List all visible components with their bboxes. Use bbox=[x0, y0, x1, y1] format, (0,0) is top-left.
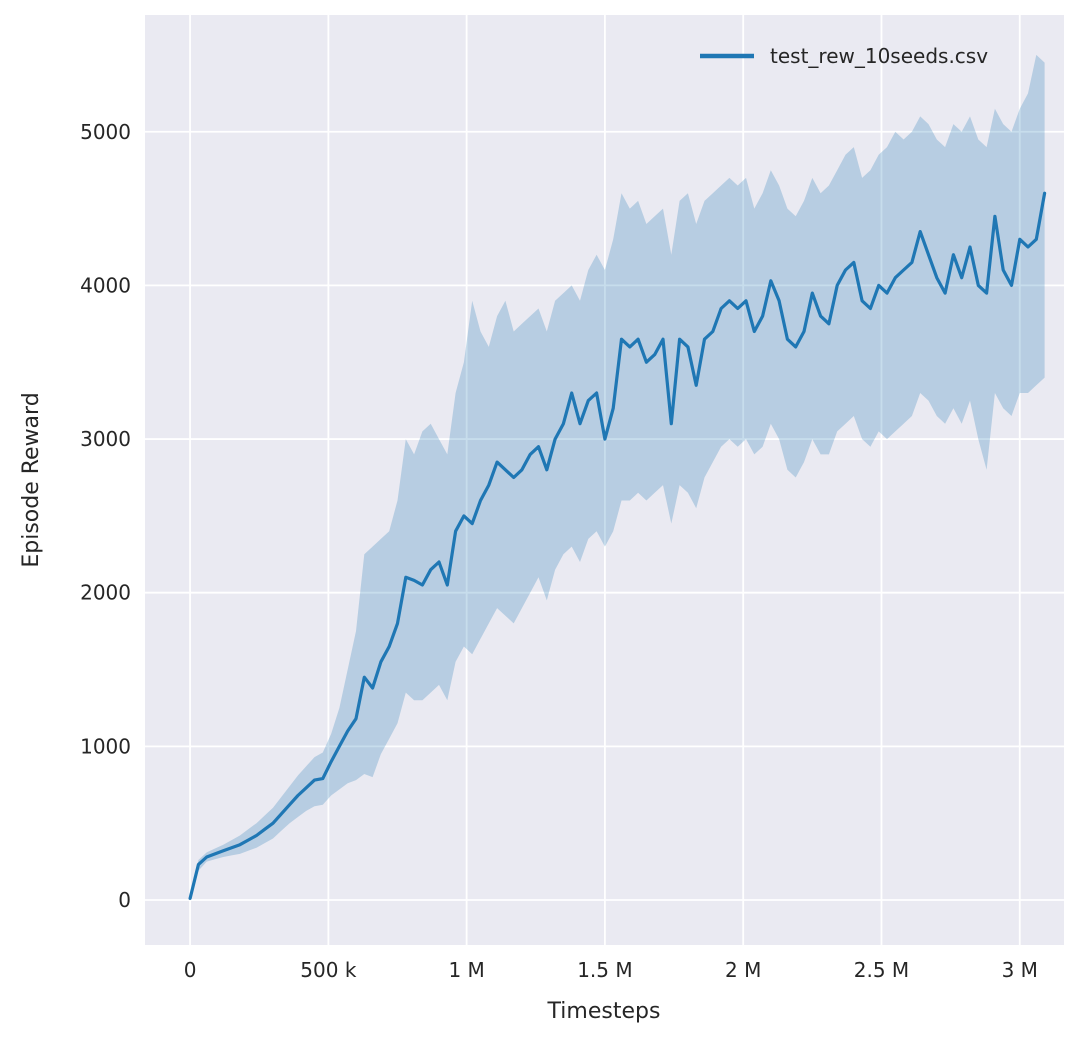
y-tick-label: 3000 bbox=[80, 427, 131, 451]
y-tick-label: 0 bbox=[118, 888, 131, 912]
plot-area: 0 500 k 1 M 1.5 M 2 M 2.5 M 3 M 0 1000 2000 3000 40… bbox=[80, 15, 1064, 982]
y-tick-label: 2000 bbox=[80, 581, 131, 605]
legend: test_rew_10seeds.csv bbox=[700, 44, 988, 68]
x-tick-label: 1.5 M bbox=[577, 958, 632, 982]
mean-line bbox=[188, 191, 1047, 900]
x-axis-label: Timesteps bbox=[547, 999, 661, 1024]
x-tick-label: 1 M bbox=[448, 958, 484, 982]
y-tick-label: 5000 bbox=[80, 120, 131, 144]
x-tick-label: 500 k bbox=[300, 958, 357, 982]
y-tick-label: 4000 bbox=[80, 273, 131, 297]
y-tick-label: 1000 bbox=[80, 734, 131, 758]
legend-label: test_rew_10seeds.csv bbox=[770, 44, 988, 68]
confidence-band bbox=[190, 54, 1045, 900]
x-tick-label: 2 M bbox=[725, 958, 761, 982]
x-tick-label: 2.5 M bbox=[854, 958, 909, 982]
x-tick-label: 3 M bbox=[1002, 958, 1038, 982]
x-tick-label: 0 bbox=[184, 958, 197, 982]
y-axis-label: Episode Reward bbox=[19, 392, 44, 567]
